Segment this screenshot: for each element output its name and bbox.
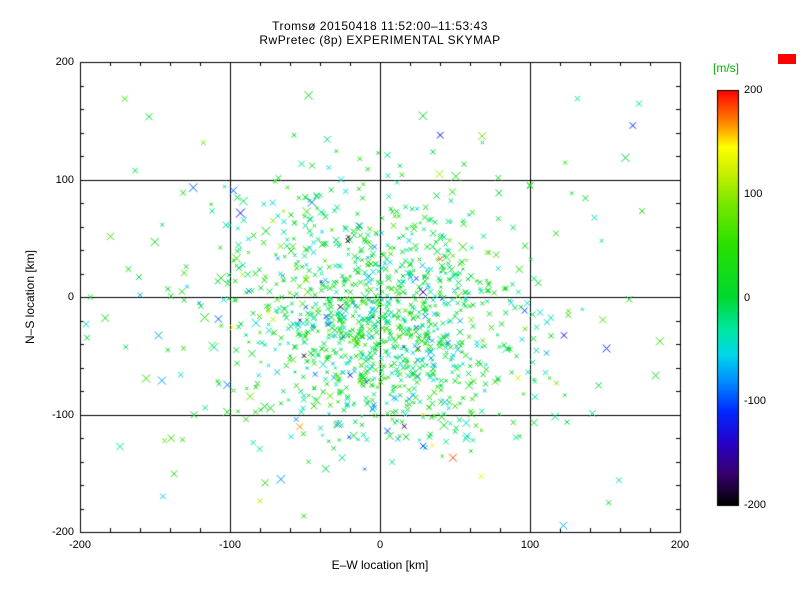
x-tick-label: 100 (520, 539, 540, 551)
x-tick-label: 0 (376, 539, 384, 551)
y-tick-label: -200 (51, 526, 74, 538)
x-tick-label: 200 (670, 539, 690, 551)
y-tick-label: -100 (51, 408, 74, 421)
y-tick-label: 100 (55, 173, 74, 186)
colorbar-max-swatch (778, 54, 796, 64)
y-tick-label: 0 (67, 291, 74, 303)
chart-title: Tromsø 20150418 11:52:00–11:53:43 (272, 19, 488, 33)
x-axis-label: E–W location [km] (331, 558, 429, 572)
chart-subtitle: RwPretec (8p) EXPERIMENTAL SKYMAP (259, 33, 501, 47)
colorbar-tick-label: -100 (744, 395, 767, 408)
colorbar-tick-label: 100 (744, 187, 763, 200)
x-tick-label: -200 (68, 539, 92, 551)
colorbar-label: [m/s] (713, 61, 739, 75)
colorbar-tick-label: 0 (744, 291, 751, 304)
colorbar-tick-label: 200 (744, 84, 763, 96)
x-tick-label: -100 (218, 539, 242, 551)
y-tick-label: 200 (55, 56, 74, 68)
colorbar-tick-label: -200 (744, 499, 767, 511)
